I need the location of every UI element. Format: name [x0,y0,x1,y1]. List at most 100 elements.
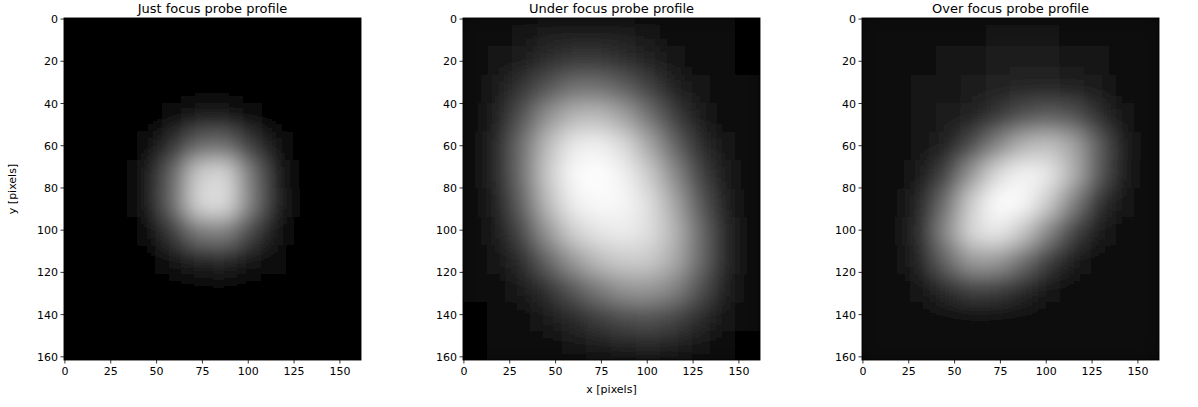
cell [911,160,937,190]
y-tick-label: 160 [436,351,457,364]
cell [311,160,337,190]
cell [311,132,337,162]
cell [586,46,612,76]
cell [64,75,89,105]
axes-frame [64,18,361,360]
cell [961,274,987,304]
cell [1109,46,1135,76]
cell [562,274,588,304]
cell [237,217,263,247]
cell [487,103,513,133]
y-tick-label: 100 [37,224,58,237]
cell [512,274,538,304]
cell [735,160,760,190]
panel-title: Just focus probe profile [137,1,288,16]
cell [961,331,987,360]
cell [537,46,563,76]
cell [985,103,1011,133]
cell [985,75,1011,105]
cell [710,274,736,304]
cell [237,160,263,190]
cell [138,18,164,47]
y-tick-label: 140 [37,309,58,322]
cell [138,246,164,276]
cell [163,160,189,190]
cell [1035,18,1061,47]
cell [212,274,238,304]
cell [661,160,687,190]
cell [862,18,887,47]
cell [187,75,213,105]
cell [1035,189,1061,219]
cell [936,160,962,190]
cell [1084,246,1110,276]
cell [88,103,114,133]
cell [537,18,563,47]
cell [911,331,937,360]
cell [661,274,687,304]
cell [636,217,662,247]
cell [512,246,538,276]
cell [862,303,887,333]
x-tick-label: 125 [683,365,704,378]
cell [537,303,563,333]
x-tick [693,360,694,364]
cell [237,75,263,105]
cell [138,160,164,190]
x-tick [1092,360,1093,364]
cell [163,18,189,47]
x-tick-label: 25 [104,365,118,378]
y-tick [460,356,464,357]
cell [911,303,937,333]
cell [735,217,760,247]
y-tick [859,103,863,104]
x-tick-label: 125 [284,365,305,378]
image [64,18,361,360]
x-tick [738,360,739,364]
cell [735,46,760,76]
cell [463,217,488,247]
cell [862,160,887,190]
cell [611,331,637,360]
cell [113,217,139,247]
x-tick [156,360,157,364]
cell [487,75,513,105]
cell [1109,132,1135,162]
cell [1035,331,1061,360]
x-tick [463,360,464,364]
cell [1035,246,1061,276]
cell [710,189,736,219]
cell [336,75,361,105]
cell [1109,217,1135,247]
cell [487,189,513,219]
x-tick [509,360,510,364]
cell [187,189,213,219]
cell [237,303,263,333]
cell [286,46,312,76]
cell [487,132,513,162]
x-tick [862,360,863,364]
cell [1084,103,1110,133]
cell [1134,189,1159,219]
cell [212,217,238,247]
cell [586,160,612,190]
x-tick-label: 150 [1127,365,1148,378]
cell [886,331,912,360]
cell [138,46,164,76]
cell [911,217,937,247]
cell [1010,160,1036,190]
cell [187,217,213,247]
cell [336,132,361,162]
cell [212,189,238,219]
cell [113,132,139,162]
cell [88,331,114,360]
cell [537,246,563,276]
cell [187,103,213,133]
cell [1109,189,1135,219]
y-tick [460,314,464,315]
cell [187,160,213,190]
cell [1060,46,1086,76]
cell [1134,132,1159,162]
cell [138,331,164,360]
y-tick [61,314,65,315]
